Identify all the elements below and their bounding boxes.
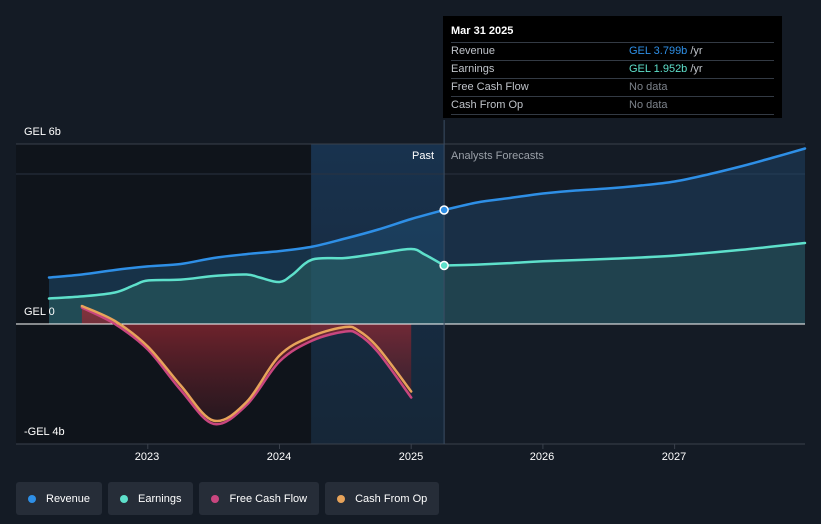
- tooltip-row-value: No data: [629, 99, 668, 111]
- tooltip-row-free-cash-flow: Free Cash Flow No data: [451, 79, 774, 97]
- x-label-2025: 2025: [398, 451, 424, 463]
- past-label: Past: [412, 150, 435, 162]
- free-cash-flow-area: [81, 307, 412, 425]
- legend-item-free-cash-flow[interactable]: Free Cash Flow: [199, 482, 320, 515]
- tooltip-row-value: GEL 1.952b: [629, 63, 688, 75]
- legend-label: Earnings: [138, 492, 182, 505]
- tooltip-row-unit: /yr: [690, 63, 703, 75]
- series-lines: [47, 147, 807, 426]
- x-label-2023: 2023: [134, 451, 160, 463]
- legend-label: Revenue: [46, 492, 91, 505]
- tooltip: Mar 31 2025 Revenue GEL 3.799b /yr Earni…: [443, 16, 782, 118]
- x-label-2027: 2027: [661, 451, 687, 463]
- legend-dot-icon: [120, 494, 129, 503]
- legend-item-cash-from-op[interactable]: Cash From Op: [325, 482, 440, 515]
- tooltip-row-revenue: Revenue GEL 3.799b /yr: [451, 43, 774, 61]
- cash-from-op-line: [80, 304, 413, 423]
- legend-dot-icon: [28, 494, 36, 503]
- tooltip-row-earnings: Earnings GEL 1.952b /yr: [451, 61, 774, 79]
- x-label-2026: 2026: [529, 451, 555, 463]
- tooltip-date: Mar 31 2025: [451, 24, 774, 43]
- earnings-forecast-line: [442, 241, 807, 267]
- tooltip-row-label: Free Cash Flow: [451, 81, 529, 93]
- legend-item-revenue[interactable]: Revenue: [16, 482, 103, 515]
- legend-label: Cash From Op: [355, 492, 428, 505]
- tooltip-row-value: No data: [629, 81, 668, 93]
- earnings-area: [49, 248, 445, 324]
- legend-dot-icon: [337, 494, 346, 503]
- free-cash-flow-line: [80, 306, 413, 426]
- revenue-highlight-point: [439, 205, 449, 215]
- tooltip-row-unit: /yr: [690, 45, 703, 57]
- legend: Revenue Earnings Free Cash Flow Cash Fro…: [16, 482, 440, 515]
- highlight-dots: [439, 205, 449, 271]
- forecast-label: Analysts Forecasts: [451, 150, 544, 162]
- y-label-zero: GEL 0: [24, 306, 55, 318]
- earnings-forecast-area: [444, 243, 805, 324]
- earnings-line: [47, 247, 446, 300]
- tooltip-row-label: Earnings: [451, 63, 495, 75]
- legend-label: Free Cash Flow: [229, 492, 308, 505]
- earnings-highlight-point: [439, 260, 449, 271]
- revenue-forecast-area: [444, 148, 805, 324]
- revenue-line: [47, 208, 446, 279]
- revenue-forecast-line: [442, 147, 807, 212]
- y-label-bottom: -GEL 4b: [24, 426, 65, 438]
- tooltip-row-cash-from-op: Cash From Op No data: [451, 97, 774, 115]
- x-axis-ticks: [147, 444, 676, 449]
- tooltip-row-label: Cash From Op: [451, 99, 524, 111]
- x-label-2024: 2024: [266, 451, 292, 463]
- legend-item-earnings[interactable]: Earnings: [108, 482, 194, 515]
- tooltip-row-label: Revenue: [451, 45, 496, 57]
- legend-dot-icon: [211, 494, 220, 503]
- tooltip-row-value: GEL 3.799b: [629, 45, 688, 57]
- y-label-top: GEL 6b: [24, 126, 61, 138]
